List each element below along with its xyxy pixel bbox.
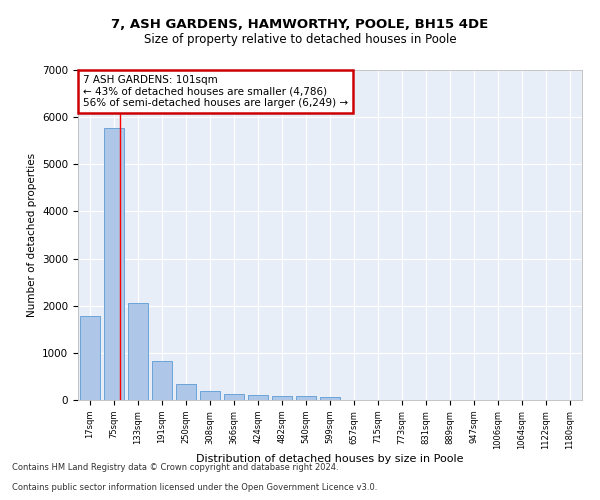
Text: Contains HM Land Registry data © Crown copyright and database right 2024.: Contains HM Land Registry data © Crown c… [12,464,338,472]
Bar [296,396,316,400]
Text: 7 ASH GARDENS: 101sqm
← 43% of detached houses are smaller (4,786)
56% of semi-d: 7 ASH GARDENS: 101sqm ← 43% of detached … [83,75,348,108]
Bar [320,397,340,400]
Bar [104,128,124,400]
Text: Contains public sector information licensed under the Open Government Licence v3: Contains public sector information licen… [12,484,377,492]
Bar [224,394,244,400]
Text: Size of property relative to detached houses in Poole: Size of property relative to detached ho… [143,32,457,46]
Bar [152,362,172,400]
Text: 7, ASH GARDENS, HAMWORTHY, POOLE, BH15 4DE: 7, ASH GARDENS, HAMWORTHY, POOLE, BH15 4… [112,18,488,30]
Bar [272,396,292,400]
Bar [248,395,268,400]
Bar [200,391,220,400]
Bar [176,384,196,400]
X-axis label: Distribution of detached houses by size in Poole: Distribution of detached houses by size … [196,454,464,464]
Bar [80,316,100,400]
Y-axis label: Number of detached properties: Number of detached properties [26,153,37,317]
Bar [128,303,148,400]
